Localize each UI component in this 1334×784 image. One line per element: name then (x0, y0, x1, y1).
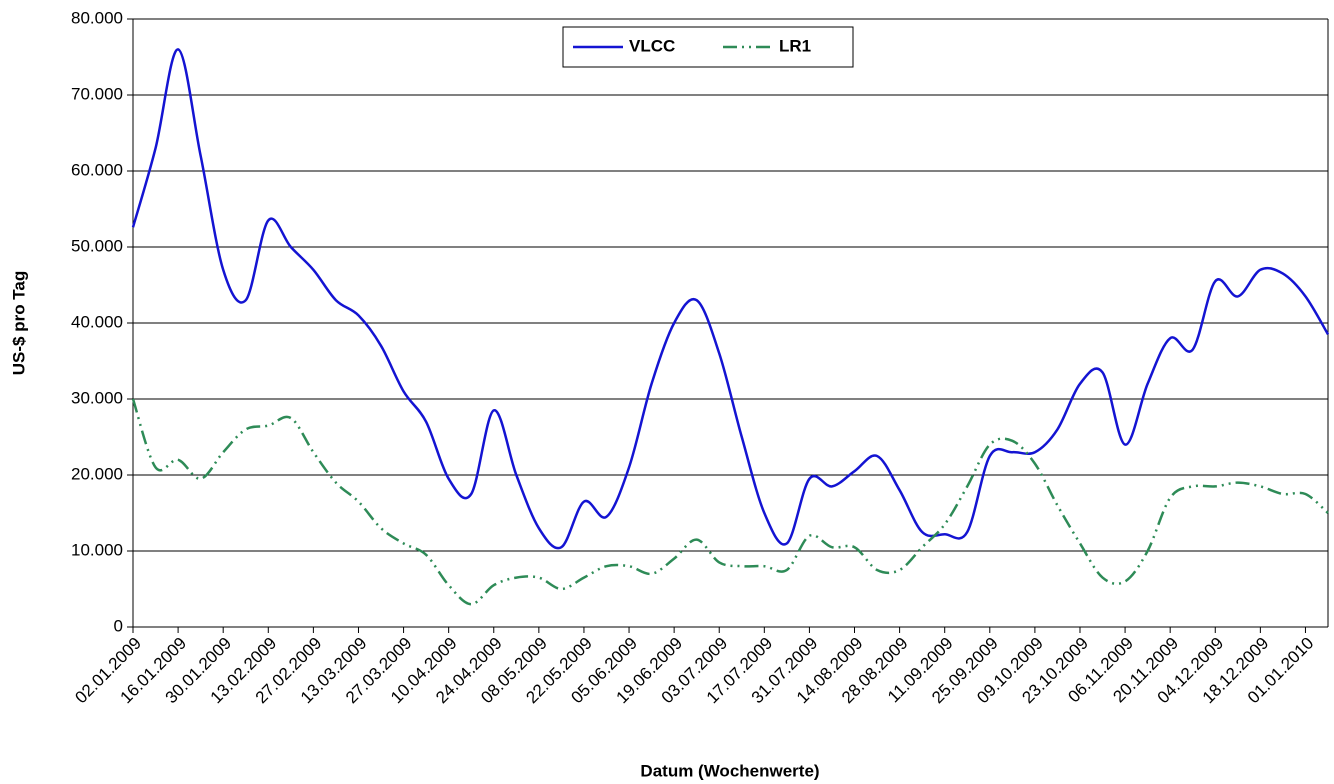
y-tick-label: 40.000 (71, 312, 123, 331)
y-tick-label: 60.000 (71, 160, 123, 179)
y-tick-label: 80.000 (71, 8, 123, 27)
y-tick-label: 50.000 (71, 236, 123, 255)
line-series (131, 48, 1330, 550)
y-tick-label: 10.000 (71, 540, 123, 559)
y-tick-label: 20.000 (71, 464, 123, 483)
x-axis-title: Datum (Wochenwerte) (640, 761, 819, 780)
y-tick-label: 30.000 (71, 388, 123, 407)
y-tick-label: 0 (114, 616, 123, 635)
line-series (131, 398, 1329, 606)
y-axis-title: US-$ pro Tag (9, 271, 28, 376)
y-tick-label: 70.000 (71, 84, 123, 103)
legend-label: VLCC (629, 36, 675, 55)
legend-label: LR1 (779, 36, 811, 55)
